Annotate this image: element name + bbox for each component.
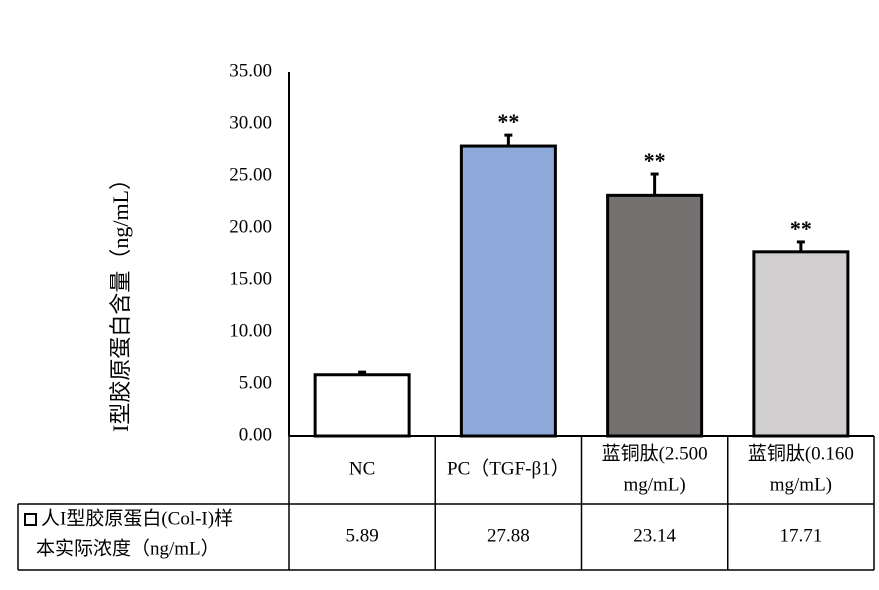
significance-marker: ** [644, 148, 666, 173]
y-tick-label: 25.00 [229, 164, 272, 185]
category-label: PC（TGF-β1） [447, 457, 570, 479]
y-axis-ticks: 0.00 5.00 10.00 15.00 20.00 25.00 30.00 35.00 [229, 60, 272, 445]
category-label: mg/mL) [623, 474, 685, 495]
bar [752, 250, 850, 438]
significance-marker: ** [497, 109, 519, 134]
y-tick-label: 5.00 [239, 372, 272, 393]
significance-markers: ** ** ** [497, 109, 812, 241]
y-tick-label: 0.00 [239, 424, 272, 445]
bar [606, 193, 704, 438]
category-label: mg/mL) [770, 474, 832, 495]
y-axis-label: I型胶原蛋白含量（ng/mL） [108, 168, 133, 432]
y-tick-label: 35.00 [229, 60, 272, 81]
bar [313, 373, 411, 438]
y-tick-label: 30.00 [229, 112, 272, 133]
legend-label: 本实际浓度（ng/mL） [36, 537, 220, 559]
category-label: 蓝铜肽(2.500 [602, 442, 708, 464]
data-table-value: 27.88 [487, 525, 530, 546]
bars-group [313, 144, 850, 438]
y-tick-label: 10.00 [229, 320, 272, 341]
legend-label: 人I型胶原蛋白(Col-I)样 [41, 507, 233, 529]
data-table-value: 23.14 [633, 525, 676, 546]
data-table-value: 5.89 [346, 525, 379, 546]
error-bars-group [358, 133, 805, 375]
y-tick-label: 15.00 [229, 268, 272, 289]
y-tick-label: 20.00 [229, 216, 272, 237]
data-table: NC PC（TGF-β1） 蓝铜肽(2.500 mg/mL) 蓝铜肽(0.160 mg/m… [17, 436, 875, 571]
legend-key [24, 513, 37, 526]
data-table-value: 17.71 [780, 525, 823, 546]
category-label: NC [349, 458, 375, 479]
significance-marker: ** [790, 216, 812, 241]
category-label: 蓝铜肽(0.160 [748, 442, 854, 464]
bar [459, 144, 557, 438]
